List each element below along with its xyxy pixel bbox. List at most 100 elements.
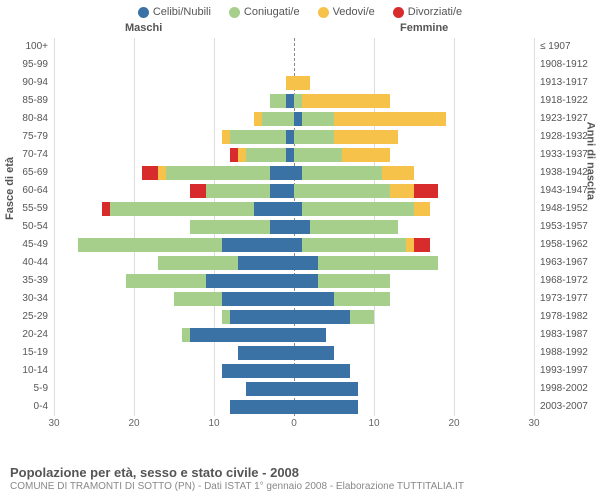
bar-segment	[238, 148, 246, 162]
female-bar	[294, 310, 374, 324]
bar-segment	[294, 346, 334, 360]
age-label: 55-59	[22, 200, 48, 218]
male-bar	[190, 184, 294, 198]
bar-segment	[294, 220, 310, 234]
age-row: 15-191988-1992	[54, 344, 534, 362]
bar-segment	[294, 130, 334, 144]
legend-item: Divorziati/e	[393, 6, 462, 18]
age-label: 40-44	[22, 254, 48, 272]
bar-segment	[310, 220, 398, 234]
age-row: 100+≤ 1907	[54, 38, 534, 56]
x-axis: 3020100102030	[54, 418, 534, 434]
legend-label: Coniugati/e	[244, 6, 300, 18]
bar-segment	[142, 166, 158, 180]
birth-year-label: 1998-2002	[540, 380, 588, 398]
bar-segment	[294, 148, 342, 162]
age-row: 60-641943-1947	[54, 182, 534, 200]
male-bar	[246, 382, 294, 396]
bar-segment	[302, 112, 334, 126]
bar-segment	[294, 184, 390, 198]
age-label: 10-14	[22, 362, 48, 380]
age-row: 65-691938-1942	[54, 164, 534, 182]
female-bar	[294, 76, 310, 90]
x-tick: 30	[48, 418, 59, 429]
female-bar	[294, 274, 390, 288]
birth-year-label: 1993-1997	[540, 362, 588, 380]
bar-segment	[254, 112, 262, 126]
bar-segment	[390, 184, 414, 198]
male-bar	[158, 256, 294, 270]
male-bar	[174, 292, 294, 306]
bar-segment	[318, 274, 390, 288]
bar-segment	[414, 202, 430, 216]
bar-segment	[302, 94, 390, 108]
x-tick: 10	[208, 418, 219, 429]
male-bar	[270, 94, 294, 108]
birth-year-label: 1943-1947	[540, 182, 588, 200]
bar-segment	[190, 184, 206, 198]
age-row: 30-341973-1977	[54, 290, 534, 308]
female-bar	[294, 382, 358, 396]
bar-segment	[126, 274, 206, 288]
bar-segment	[302, 238, 406, 252]
bar-segment	[294, 274, 318, 288]
male-bar	[222, 364, 294, 378]
bar-segment	[270, 166, 294, 180]
population-pyramid-chart: Maschi Femmine Fasce di età Anni di nasc…	[0, 20, 600, 450]
legend-swatch	[318, 7, 329, 18]
bar-segment	[382, 166, 414, 180]
x-tick: 10	[368, 418, 379, 429]
bar-segment	[222, 130, 230, 144]
bar-segment	[294, 166, 302, 180]
female-bar	[294, 220, 398, 234]
bar-segment	[238, 346, 294, 360]
female-bar	[294, 94, 390, 108]
legend-item: Vedovi/e	[318, 6, 375, 18]
age-row: 75-791928-1932	[54, 128, 534, 146]
bar-segment	[174, 292, 222, 306]
age-label: 80-84	[22, 110, 48, 128]
legend: Celibi/NubiliConiugati/eVedovi/eDivorzia…	[0, 0, 600, 20]
x-tick: 20	[448, 418, 459, 429]
birth-year-label: 1968-1972	[540, 272, 588, 290]
bar-segment	[230, 400, 294, 414]
birth-year-label: 1983-1987	[540, 326, 588, 344]
bar-segment	[246, 382, 294, 396]
age-label: 15-19	[22, 344, 48, 362]
bar-segment	[302, 202, 414, 216]
age-label: 95-99	[22, 56, 48, 74]
legend-item: Coniugati/e	[229, 6, 300, 18]
legend-swatch	[138, 7, 149, 18]
birth-year-label: 1988-1992	[540, 344, 588, 362]
bar-segment	[294, 76, 310, 90]
grid-line	[534, 38, 535, 416]
bar-segment	[166, 166, 270, 180]
bar-segment	[286, 76, 294, 90]
age-label: 0-4	[34, 398, 48, 416]
age-label: 70-74	[22, 146, 48, 164]
plot-area: 100+≤ 190795-991908-191290-941913-191785…	[54, 38, 534, 416]
age-label: 60-64	[22, 182, 48, 200]
birth-year-label: 1948-1952	[540, 200, 588, 218]
bar-segment	[294, 364, 350, 378]
birth-year-label: 1958-1962	[540, 236, 588, 254]
bar-segment	[158, 166, 166, 180]
bar-segment	[294, 328, 326, 342]
age-row: 80-841923-1927	[54, 110, 534, 128]
bar-segment	[246, 148, 286, 162]
bar-segment	[302, 166, 382, 180]
female-bar	[294, 166, 414, 180]
age-row: 90-941913-1917	[54, 74, 534, 92]
bar-segment	[334, 130, 398, 144]
birth-year-label: 1918-1922	[540, 92, 588, 110]
male-bar	[78, 238, 294, 252]
bar-segment	[110, 202, 254, 216]
age-row: 20-241983-1987	[54, 326, 534, 344]
age-label: 25-29	[22, 308, 48, 326]
bar-segment	[286, 148, 294, 162]
male-bar	[142, 166, 294, 180]
bar-segment	[230, 130, 286, 144]
bar-segment	[294, 400, 358, 414]
age-label: 30-34	[22, 290, 48, 308]
bar-segment	[262, 112, 294, 126]
